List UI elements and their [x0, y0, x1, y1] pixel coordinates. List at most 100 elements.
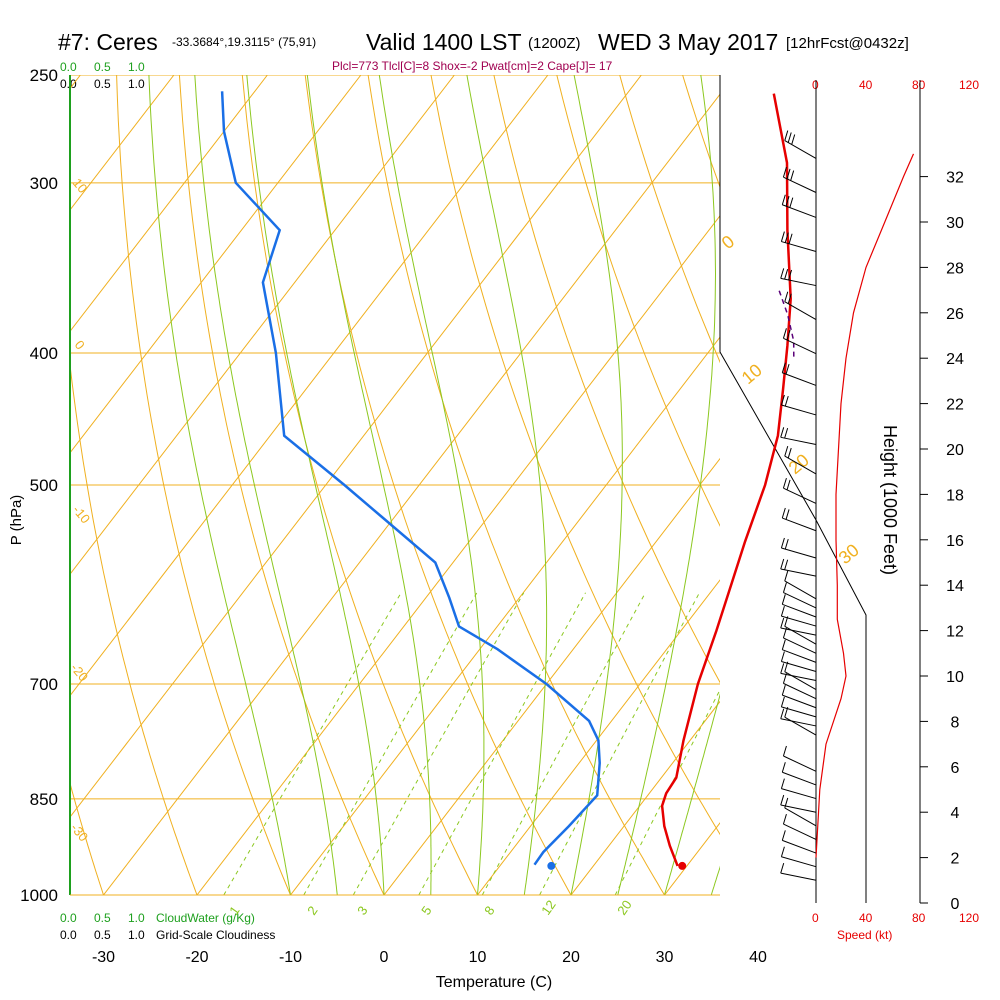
cloud-scale-bottom-green-0: 0.0: [60, 911, 77, 925]
height-tick-24: 24: [946, 351, 964, 368]
dry-adiabat: [746, 75, 1000, 895]
wind-barb-feather: [781, 507, 786, 519]
wind-barb-feather: [781, 194, 786, 205]
dry-adiabat: [367, 75, 665, 895]
speed-axis-label: Speed (kt): [837, 928, 892, 942]
wind-barb: [784, 616, 817, 645]
wind-barb-feather: [782, 673, 787, 684]
wind-barb-feather: [780, 846, 785, 857]
valid-date: WED 3 May 2017: [598, 29, 778, 55]
wind-barb-feather: [780, 537, 785, 549]
wind-barb-staff: [784, 671, 817, 691]
isotherm-label: -10: [70, 502, 94, 526]
dry-adiabat: [304, 75, 572, 895]
wind-barb-feather: [784, 291, 789, 302]
cloud-scale-top-green-0: 0.0: [60, 60, 77, 74]
wind-barb-staff: [784, 625, 817, 645]
cloud-scale-bottom-black-1: 0.5: [94, 928, 111, 942]
wind-barb-feather: [782, 478, 787, 489]
dewpoint-line: [220, 91, 601, 866]
pressure-tick-300: 300: [30, 174, 58, 193]
wind-barb-feather: [784, 427, 789, 439]
wind-barb-feather: [785, 196, 790, 207]
wind-barb-staff: [782, 372, 817, 386]
wind-barb-staff: [780, 672, 817, 682]
mixing-ratio-line: [614, 688, 720, 895]
wind-barb: [784, 661, 817, 691]
valid-label: Valid 1400 LST: [366, 29, 522, 55]
temperature-tick--10: -10: [279, 949, 302, 966]
height-tick-0: 0: [951, 896, 960, 913]
dry-adiabat: [619, 75, 720, 364]
wind-barb-staff: [780, 436, 817, 445]
wind-barb-staff: [784, 301, 817, 321]
isotherm--30: [103, 93, 720, 895]
cloud-scale-top-green-2: 1.0: [128, 60, 145, 74]
wind-barb-feather: [780, 605, 785, 617]
wind-barb: [784, 445, 817, 475]
y-axis-title: P (hPa): [8, 495, 25, 546]
wind-barb-staff: [783, 637, 817, 654]
wind-barb-staff: [783, 755, 817, 772]
wind-barb-feather: [785, 364, 790, 375]
mixing-ratio-line: [223, 592, 402, 895]
wind-barb: [780, 231, 817, 252]
height-tick-30: 30: [946, 215, 964, 232]
wind-barb: [782, 478, 817, 504]
mixing-ratio-label: 3: [354, 903, 370, 918]
dry-adiabat-label: 10: [738, 360, 766, 388]
cloud-scale-bottom-black-2: 1.0: [128, 928, 145, 942]
wind-barb-staff: [782, 603, 817, 618]
cloud-scale-top: 0.0 0.5 1.0 0.0 0.5 1.0: [60, 60, 145, 91]
isotherm-label: 10: [70, 175, 91, 196]
wind-layer: [780, 130, 915, 881]
forecast-label: [12hrFcst@0432z]: [786, 35, 909, 52]
cloud-scale-bottom-green-1: 0.5: [94, 911, 111, 925]
terrain-outline: [719, 351, 867, 903]
surface-temperature-marker: [678, 861, 687, 870]
wind-speed-line: [815, 153, 915, 858]
speed-top-120: 120: [959, 78, 979, 92]
wind-barb-feather: [780, 651, 785, 662]
moist-adiabat: [664, 693, 720, 895]
wind-barb-staff: [780, 804, 817, 813]
wind-barb: [780, 651, 817, 672]
height-tick-6: 6: [951, 760, 960, 777]
temperature-line: [660, 93, 792, 867]
wind-barb-feather: [782, 582, 787, 593]
wind-barb: [782, 627, 817, 654]
pressure-tick-700: 700: [30, 675, 58, 694]
wind-barb: [780, 605, 817, 627]
dry-adiabat: [430, 75, 720, 836]
temperature-tick--20: -20: [185, 949, 208, 966]
wind-barb: [780, 696, 817, 718]
height-tick-10: 10: [946, 669, 964, 686]
mixing-ratio-label: 5: [418, 903, 434, 918]
cloud-scale-top-black-1: 0.5: [94, 77, 111, 91]
wind-barb-staff: [781, 404, 817, 416]
mixing-ratio-line: [303, 592, 478, 895]
wind-barb-feather: [782, 627, 787, 639]
speed-top-40: 40: [859, 78, 873, 92]
wind-barb-feather: [780, 558, 785, 570]
speed-bottom-0: 0: [812, 911, 819, 925]
isotherm-0: [383, 457, 720, 895]
wind-barb-feather: [786, 479, 791, 490]
isotherm--50: [70, 75, 549, 697]
wind-barb-staff: [781, 706, 817, 718]
wind-barb: [781, 639, 817, 663]
wind-barb: [782, 582, 817, 609]
wind-barb-feather: [787, 447, 792, 459]
moist-adiabat: [306, 75, 432, 895]
height-tick-4: 4: [951, 805, 960, 822]
wind-barb-staff: [784, 580, 817, 600]
wind-barb-staff: [780, 718, 817, 727]
height-tick-12: 12: [946, 624, 964, 641]
wind-barb-feather: [780, 394, 785, 406]
moist-adiabat: [194, 75, 338, 895]
wind-barb-staff: [781, 856, 817, 868]
wind-barb: [781, 594, 817, 618]
wind-barb-staff: [782, 649, 817, 663]
speed-top-80: 80: [912, 78, 926, 92]
